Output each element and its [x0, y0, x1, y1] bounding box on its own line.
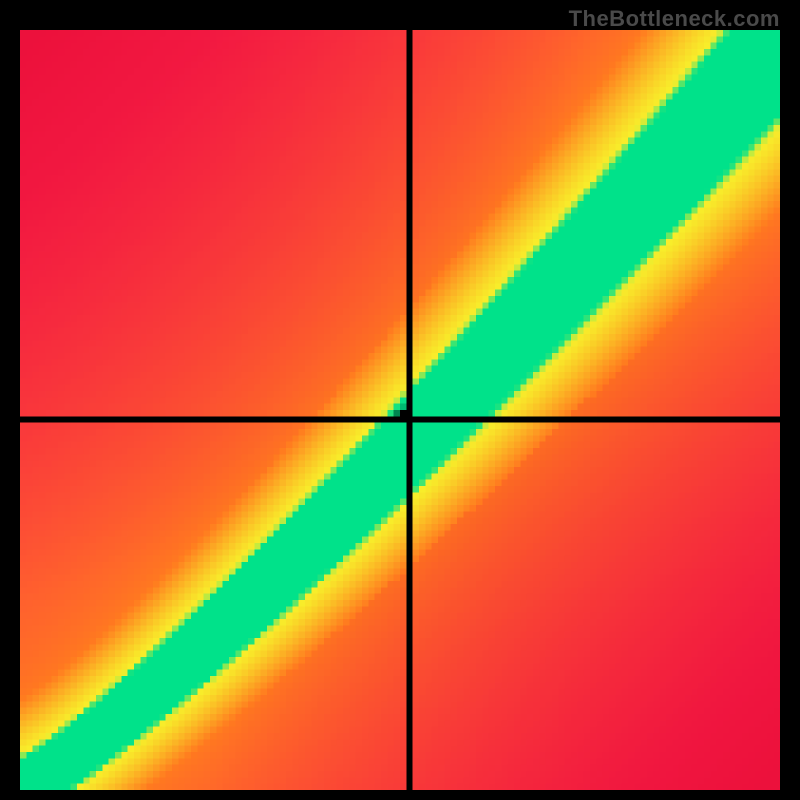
watermark-text: TheBottleneck.com	[569, 6, 780, 32]
heatmap-canvas	[20, 30, 780, 790]
plot-area	[20, 30, 780, 790]
chart-container: TheBottleneck.com	[0, 0, 800, 800]
